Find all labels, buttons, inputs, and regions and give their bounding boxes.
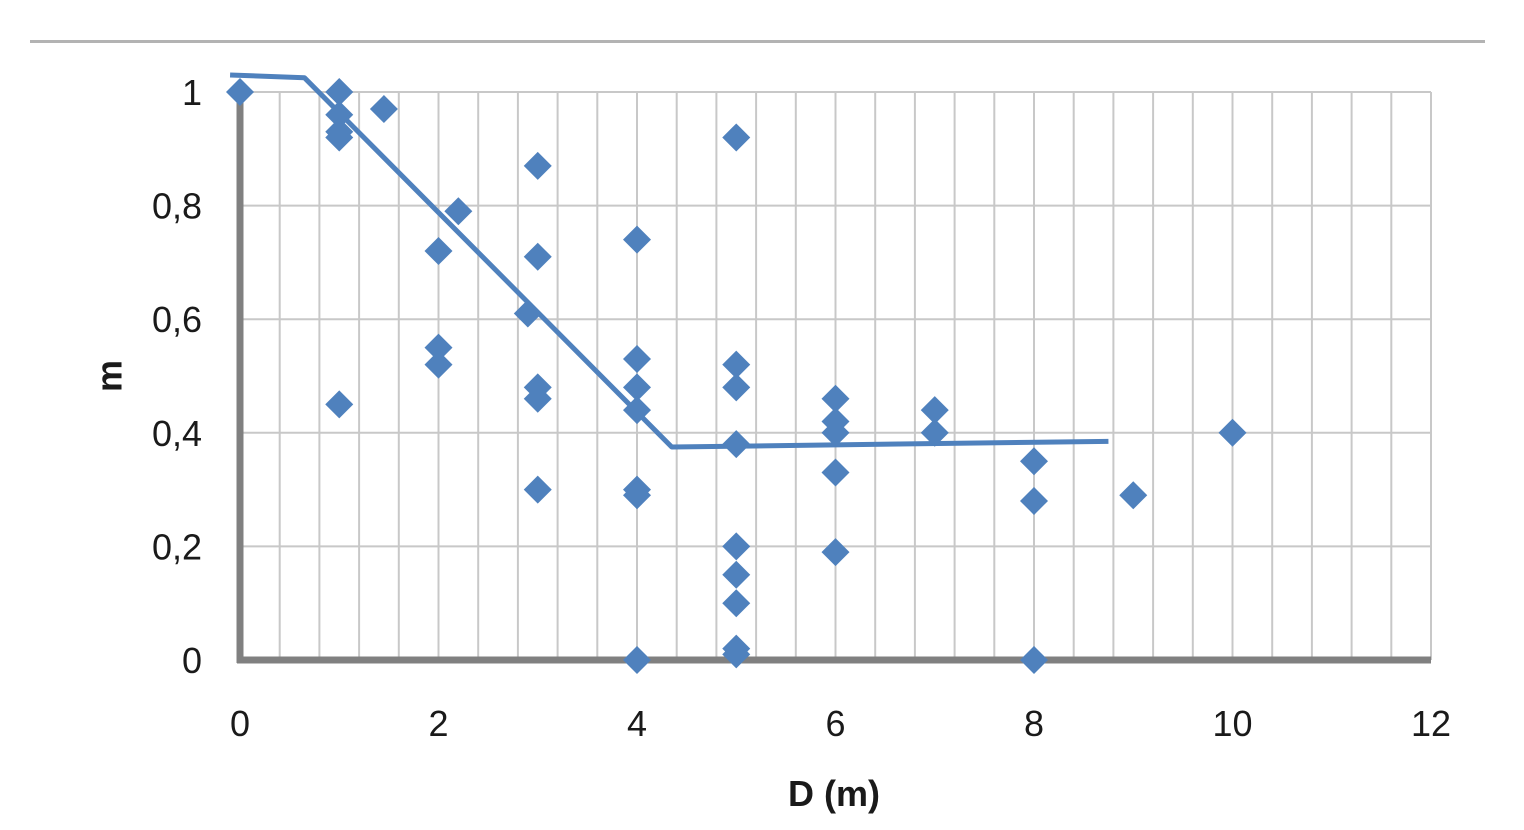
data-point: [722, 640, 751, 669]
data-point: [920, 418, 949, 447]
y-tick-labels: 0 0,2 0,4 0,6 0,8 1: [152, 72, 202, 681]
data-point: [623, 646, 651, 674]
data-point: [523, 151, 552, 180]
data-point: [325, 78, 354, 106]
data-points: [226, 78, 1247, 674]
y-tick-label: 0,2: [152, 526, 202, 567]
data-point: [821, 384, 850, 413]
data-point: [513, 299, 542, 328]
x-tick-label: 2: [428, 703, 448, 744]
data-point: [325, 390, 354, 419]
x-axis-title: D (m): [788, 773, 880, 814]
data-point: [444, 197, 473, 226]
y-tick-label: 1: [182, 72, 202, 113]
data-point: [722, 123, 751, 152]
data-point: [1020, 447, 1048, 476]
x-tick-label: 8: [1024, 703, 1044, 744]
data-point: [424, 350, 453, 379]
data-point: [722, 373, 751, 402]
data-point: [722, 350, 751, 379]
data-point: [1218, 418, 1247, 447]
data-point: [1020, 646, 1048, 674]
data-point: [623, 481, 651, 510]
data-point: [821, 538, 850, 567]
grid: [240, 91, 1432, 660]
data-point: [325, 100, 354, 129]
x-tick-labels: 0 2 4 6 8 10 12: [230, 703, 1451, 744]
data-point: [523, 242, 552, 271]
y-axis-title: m: [89, 360, 130, 392]
x-tick-label: 4: [627, 703, 647, 744]
data-point: [1119, 481, 1148, 510]
data-point: [623, 225, 651, 254]
data-point: [325, 123, 354, 152]
data-point: [523, 384, 552, 413]
top-rule: [30, 40, 1485, 43]
data-point: [623, 396, 651, 425]
y-tick-label: 0,8: [152, 186, 202, 227]
x-tick-label: 6: [825, 703, 845, 744]
data-point: [920, 396, 949, 425]
fit-line-layer: [229, 72, 1109, 450]
axes: [236, 90, 1431, 664]
data-point: [623, 344, 651, 373]
data-point: [623, 373, 651, 402]
data-point: [722, 430, 751, 459]
data-point: [523, 475, 552, 504]
data-point: [424, 237, 453, 266]
data-point: [226, 78, 254, 106]
x-tick-label: 10: [1212, 703, 1252, 744]
y-tick-label: 0: [182, 640, 202, 681]
x-tick-label: 0: [230, 703, 250, 744]
y-tick-label: 0,4: [152, 413, 202, 454]
data-point: [722, 589, 751, 618]
data-point: [424, 333, 453, 362]
data-point: [821, 418, 850, 447]
x-tick-label: 12: [1411, 703, 1451, 744]
data-point: [722, 532, 751, 561]
data-point: [369, 95, 398, 124]
data-point: [1020, 486, 1048, 515]
data-point: [821, 458, 850, 487]
data-point: [722, 560, 751, 589]
fit-line: [229, 72, 1109, 450]
y-tick-label: 0,6: [152, 299, 202, 340]
